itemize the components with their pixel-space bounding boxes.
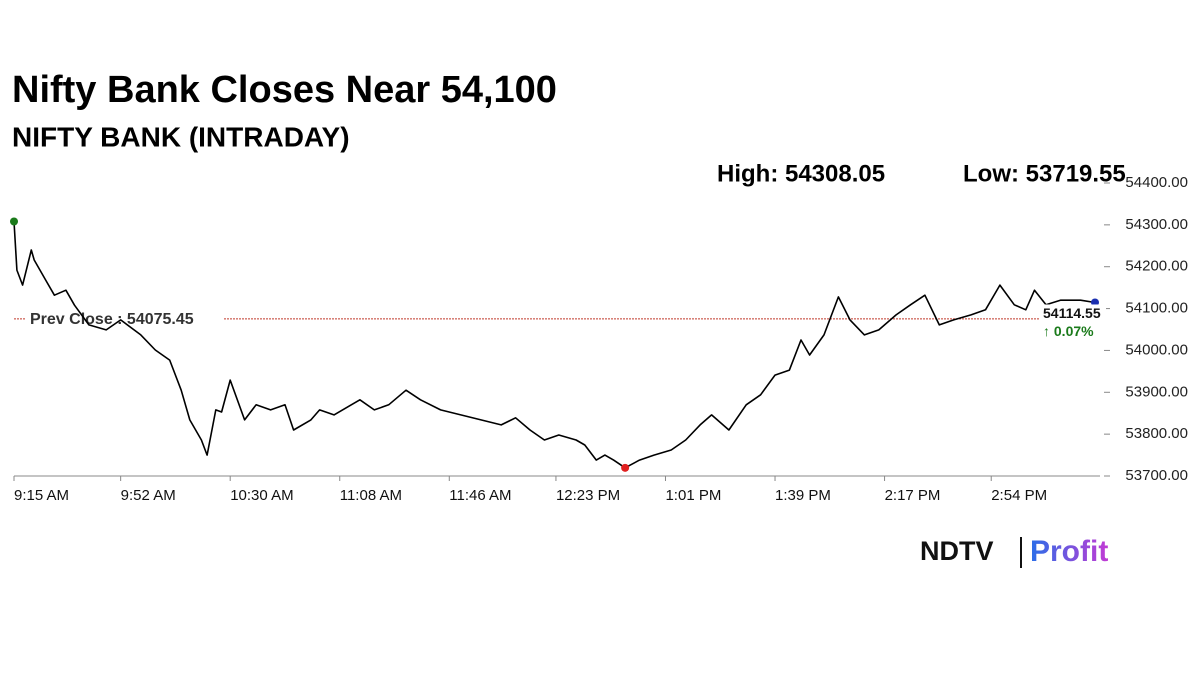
chart-title: Nifty Bank Closes Near 54,100: [12, 69, 557, 111]
price-line: [13, 221, 1096, 469]
y-tick-label: 54100.00: [1125, 300, 1188, 317]
x-tick-label: 11:46 AM: [449, 487, 511, 504]
prev-close-bg: [26, 307, 224, 330]
x-tick-label: 9:15 AM: [14, 487, 69, 504]
last-label-bg: [1040, 304, 1106, 323]
y-tick-label: 54300.00: [1125, 216, 1188, 233]
y-tick-label: 54400.00: [1125, 174, 1188, 191]
low-label: Low: 53719.55: [963, 160, 1126, 187]
open-point: [10, 217, 18, 226]
low-point: [621, 463, 630, 472]
x-tick-label: 1:01 PM: [665, 487, 721, 504]
logo-brand: NDTV: [920, 536, 994, 566]
prev-close-label: Prev Close : 54075.45: [30, 311, 194, 328]
last-label: 54114.55: [1043, 305, 1101, 321]
x-tick-label: 2:54 PM: [991, 487, 1047, 504]
y-tick-label: 54000.00: [1125, 341, 1188, 358]
chart-subtitle: NIFTY BANK (INTRADAY): [12, 121, 350, 152]
high-label: High: 54308.05: [717, 160, 885, 187]
x-tick-label: 11:08 AM: [340, 487, 402, 504]
logo-product: Profit: [1030, 535, 1108, 568]
y-tick-label: 54200.00: [1125, 258, 1188, 275]
change-label: ↑ 0.07%: [1043, 323, 1094, 339]
x-tick-label: 10:30 AM: [230, 487, 293, 504]
y-tick-label: 53900.00: [1125, 383, 1188, 400]
logo: NDTV Profit: [920, 535, 1108, 568]
x-tick-label: 1:39 PM: [775, 487, 831, 504]
y-tick-label: 53700.00: [1125, 467, 1188, 484]
x-tick-label: 12:23 PM: [556, 487, 620, 504]
x-tick-label: 9:52 AM: [121, 487, 176, 504]
y-tick-label: 53800.00: [1125, 425, 1188, 442]
x-tick-label: 2:17 PM: [885, 487, 941, 504]
